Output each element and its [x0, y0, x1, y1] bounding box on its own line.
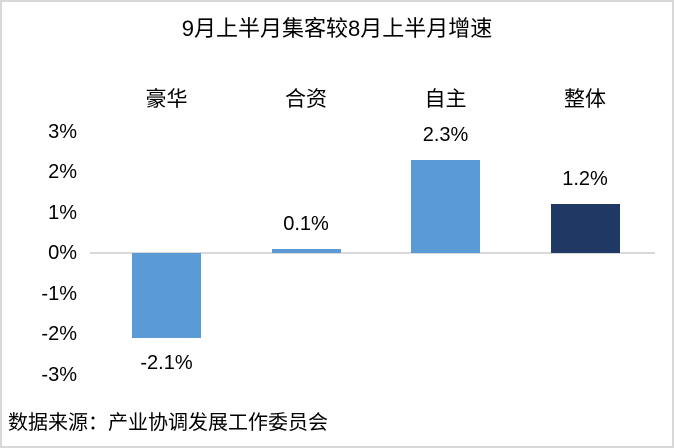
bar-1 [132, 253, 201, 339]
y-tick-label: -2% [41, 323, 77, 345]
category-label: 自主 [424, 88, 467, 111]
bar-2 [271, 248, 341, 253]
data-label: 0.1% [283, 212, 329, 235]
y-tick-label: 3% [48, 120, 77, 143]
y-tick-label: 1% [48, 201, 77, 224]
chart-title: 9月上半月集客较8月上半月增速 [181, 16, 493, 41]
data-label: 1.2% [562, 168, 608, 191]
source-note: 数据来源：产业协调发展工作委员会 [8, 412, 328, 434]
y-tick-label: 2% [48, 161, 77, 183]
y-tick-label: -1% [41, 282, 77, 305]
y-tick-label: -3% [41, 363, 77, 386]
category-label: 豪华 [145, 88, 188, 111]
x-axis-line [90, 251, 655, 254]
y-tick-label: 0% [48, 242, 77, 264]
category-label: 合资 [285, 88, 327, 111]
data-label: -2.1% [140, 352, 193, 375]
bar-3 [411, 159, 480, 253]
category-label: 整体 [564, 88, 606, 111]
data-label: 2.3% [422, 123, 469, 146]
bar-4 [550, 204, 620, 253]
